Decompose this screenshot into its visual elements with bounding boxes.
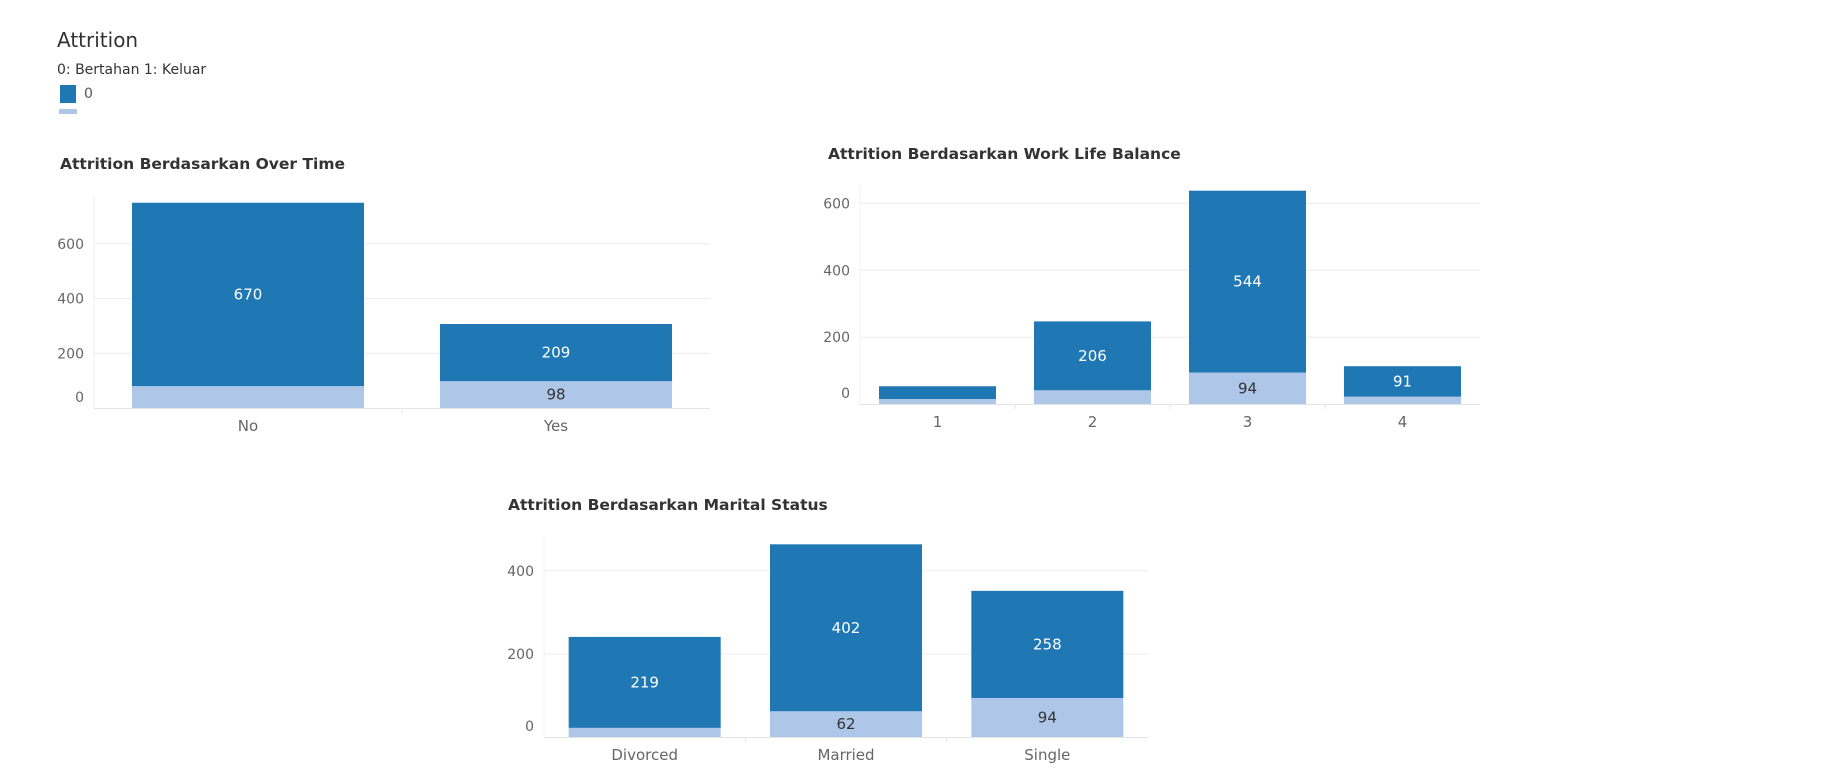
bar-segment[interactable] — [568, 636, 721, 728]
bar-segment[interactable] — [568, 727, 721, 737]
chart-plot: 0 200 400 600 670 No 98 209 Yes — [57, 195, 710, 435]
bar-segment[interactable] — [1189, 372, 1306, 404]
x-tick-label: Married — [817, 746, 874, 764]
bar-segment[interactable] — [440, 381, 672, 408]
bar-segment[interactable] — [1344, 396, 1461, 404]
data-label: 94 — [1038, 708, 1057, 726]
data-label: 219 — [630, 673, 659, 691]
bar-segment[interactable] — [1189, 190, 1306, 373]
bar-segment[interactable] — [1344, 366, 1461, 397]
legend-subtitle: 0: Bertahan 1: Keluar — [57, 62, 207, 78]
chart-over-time: Attrition Berdasarkan Over Time 0 200 400 6… — [57, 155, 720, 445]
data-label: 544 — [1233, 273, 1262, 291]
data-label: 98 — [546, 386, 565, 404]
legend-title: Attrition — [57, 28, 139, 52]
y-tick-label: 200 — [507, 647, 534, 663]
data-label: 62 — [836, 715, 855, 733]
data-label: 670 — [234, 285, 263, 303]
data-label: 209 — [542, 344, 571, 362]
legend-item-0[interactable]: 0 — [57, 84, 206, 104]
x-tick-label: 4 — [1398, 413, 1408, 431]
y-tick-label: 200 — [57, 346, 84, 362]
x-tick-label: No — [238, 417, 258, 435]
legend-item-1[interactable] — [57, 104, 206, 116]
chart-title: Attrition Berdasarkan Work Life Balance — [828, 145, 1181, 163]
legend: Attrition 0: Bertahan 1: Keluar 0 — [57, 28, 206, 116]
data-label: 91 — [1393, 372, 1412, 390]
data-label: 94 — [1238, 379, 1257, 397]
bar-segment[interactable] — [971, 590, 1124, 698]
chart-work-life-balance: Attrition Berdasarkan Work Life Balance … — [823, 145, 1508, 445]
x-tick-label: 1 — [933, 413, 943, 431]
x-tick-label: Single — [1024, 746, 1070, 764]
bar-segment[interactable] — [770, 711, 922, 737]
data-label: 258 — [1033, 635, 1062, 653]
y-tick-label: 0 — [841, 386, 850, 402]
y-tick-label: 600 — [57, 237, 84, 253]
y-tick-label: 400 — [823, 263, 850, 279]
data-label: 402 — [832, 619, 861, 637]
bar-segment[interactable] — [440, 323, 672, 382]
y-tick-label: 400 — [507, 564, 534, 580]
legend-swatch-0 — [60, 85, 76, 103]
legend-swatch-1 — [59, 108, 77, 114]
x-tick-label: 2 — [1088, 413, 1098, 431]
y-tick-label: 400 — [57, 292, 84, 308]
x-tick-label: Yes — [543, 417, 568, 435]
x-tick-label: 3 — [1243, 413, 1253, 431]
data-label: 206 — [1078, 347, 1107, 365]
bar-segment[interactable] — [1034, 390, 1151, 404]
chart-plot: 0 200 400 219 Divorced 62 402 Married 94 258 Singl… — [507, 536, 1148, 764]
bar-segment[interactable] — [971, 697, 1124, 737]
chart-title: Attrition Berdasarkan Marital Status — [508, 496, 828, 514]
y-tick-label: 600 — [823, 196, 850, 212]
chart-title: Attrition Berdasarkan Over Time — [60, 155, 346, 173]
legend-label-0: 0 — [84, 86, 93, 102]
x-tick-label: Divorced — [611, 746, 678, 764]
bar-segment[interactable] — [132, 386, 364, 408]
y-tick-label: 200 — [823, 330, 850, 346]
bar-segment[interactable] — [879, 386, 996, 399]
chart-plot: 0 200 400 600 1 206 2 94 544 3 91 4 — [823, 185, 1480, 431]
bar-segment[interactable] — [132, 202, 364, 387]
bar-segment[interactable] — [879, 398, 996, 404]
bar-segment[interactable] — [770, 544, 922, 712]
bar-segment[interactable] — [1034, 321, 1151, 391]
y-tick-label: 0 — [75, 390, 84, 406]
chart-marital-status: Attrition Berdasarkan Marital Status 0 20… — [507, 496, 1168, 778]
y-tick-label: 0 — [525, 719, 534, 735]
